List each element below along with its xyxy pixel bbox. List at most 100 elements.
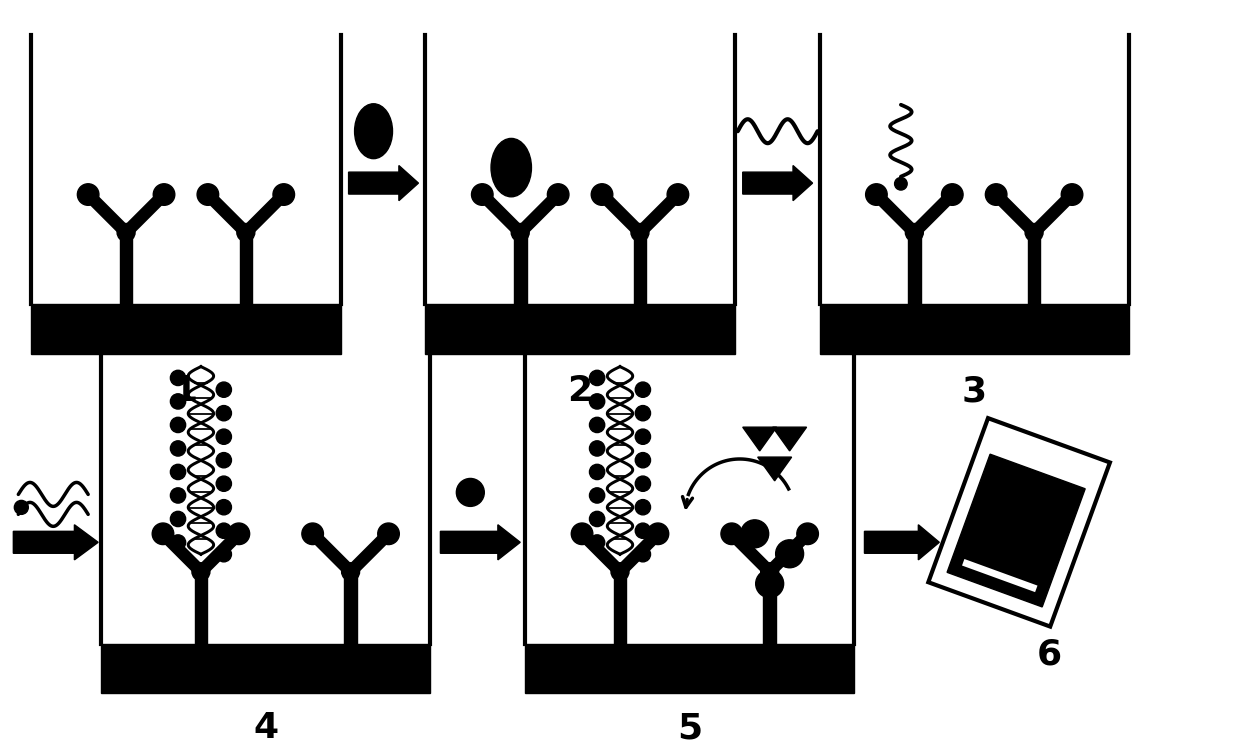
Bar xyxy=(1028,233,1040,304)
Bar xyxy=(908,233,920,304)
Polygon shape xyxy=(947,455,1085,607)
Circle shape xyxy=(378,523,399,544)
Polygon shape xyxy=(758,457,791,481)
Circle shape xyxy=(720,523,743,544)
Circle shape xyxy=(471,183,494,205)
Circle shape xyxy=(216,382,232,397)
Circle shape xyxy=(77,183,99,205)
Circle shape xyxy=(153,523,174,544)
Bar xyxy=(820,304,1128,354)
FancyArrow shape xyxy=(14,525,98,560)
Polygon shape xyxy=(773,427,806,451)
Text: 2: 2 xyxy=(568,374,593,408)
Circle shape xyxy=(589,441,605,456)
Circle shape xyxy=(941,183,963,205)
Circle shape xyxy=(547,183,569,205)
Circle shape xyxy=(572,523,593,544)
Circle shape xyxy=(760,562,779,581)
Circle shape xyxy=(986,183,1007,205)
Circle shape xyxy=(170,394,186,409)
Circle shape xyxy=(611,562,629,581)
Circle shape xyxy=(591,183,613,205)
Circle shape xyxy=(341,562,360,581)
Circle shape xyxy=(216,405,232,421)
Circle shape xyxy=(170,464,186,479)
Text: 1: 1 xyxy=(174,374,198,408)
Circle shape xyxy=(797,523,818,544)
Text: 5: 5 xyxy=(677,711,702,745)
Circle shape xyxy=(216,452,232,468)
Circle shape xyxy=(1025,223,1043,242)
Circle shape xyxy=(170,370,186,386)
Circle shape xyxy=(755,570,784,598)
Circle shape xyxy=(301,523,324,544)
Circle shape xyxy=(635,500,651,515)
Ellipse shape xyxy=(355,103,393,159)
Bar xyxy=(195,572,207,643)
Text: 4: 4 xyxy=(253,711,278,745)
Circle shape xyxy=(635,405,651,421)
Circle shape xyxy=(170,488,186,503)
Ellipse shape xyxy=(491,138,532,197)
FancyArrow shape xyxy=(348,165,418,201)
Polygon shape xyxy=(929,418,1110,627)
Circle shape xyxy=(197,183,218,205)
Circle shape xyxy=(589,370,605,386)
Circle shape xyxy=(647,523,668,544)
Circle shape xyxy=(905,223,924,242)
Circle shape xyxy=(635,523,651,538)
Circle shape xyxy=(216,476,232,492)
Bar xyxy=(764,572,776,643)
Circle shape xyxy=(170,535,186,550)
Bar xyxy=(526,643,854,694)
Circle shape xyxy=(589,418,605,433)
Circle shape xyxy=(511,223,529,242)
Circle shape xyxy=(117,223,135,242)
Text: 3: 3 xyxy=(962,374,987,408)
Circle shape xyxy=(635,452,651,468)
Circle shape xyxy=(589,535,605,550)
Circle shape xyxy=(15,501,29,514)
Circle shape xyxy=(216,547,232,562)
Circle shape xyxy=(170,511,186,526)
Circle shape xyxy=(740,520,769,548)
Text: 6: 6 xyxy=(1037,637,1061,671)
Circle shape xyxy=(216,429,232,445)
Circle shape xyxy=(635,382,651,397)
Bar xyxy=(120,233,133,304)
Circle shape xyxy=(894,177,908,190)
Circle shape xyxy=(228,523,249,544)
Circle shape xyxy=(589,464,605,479)
Circle shape xyxy=(273,183,295,205)
Circle shape xyxy=(154,183,175,205)
Bar xyxy=(513,233,527,304)
Circle shape xyxy=(776,540,804,568)
Bar xyxy=(239,233,252,304)
Circle shape xyxy=(635,429,651,445)
Circle shape xyxy=(635,547,651,562)
FancyArrow shape xyxy=(440,525,521,560)
FancyArrow shape xyxy=(743,165,812,201)
Polygon shape xyxy=(743,427,776,451)
Bar xyxy=(345,572,357,643)
Circle shape xyxy=(216,523,232,538)
Circle shape xyxy=(192,562,210,581)
FancyArrow shape xyxy=(864,525,939,560)
Circle shape xyxy=(170,418,186,433)
Circle shape xyxy=(589,511,605,526)
Bar xyxy=(634,233,646,304)
Circle shape xyxy=(216,500,232,515)
Circle shape xyxy=(667,183,688,205)
Bar xyxy=(31,304,341,354)
Bar xyxy=(425,304,735,354)
Circle shape xyxy=(589,394,605,409)
Circle shape xyxy=(589,488,605,503)
Bar xyxy=(102,643,430,694)
Circle shape xyxy=(237,223,254,242)
Bar xyxy=(614,572,626,643)
Circle shape xyxy=(456,479,485,507)
Circle shape xyxy=(866,183,887,205)
Circle shape xyxy=(635,476,651,492)
Circle shape xyxy=(1061,183,1083,205)
Circle shape xyxy=(631,223,649,242)
